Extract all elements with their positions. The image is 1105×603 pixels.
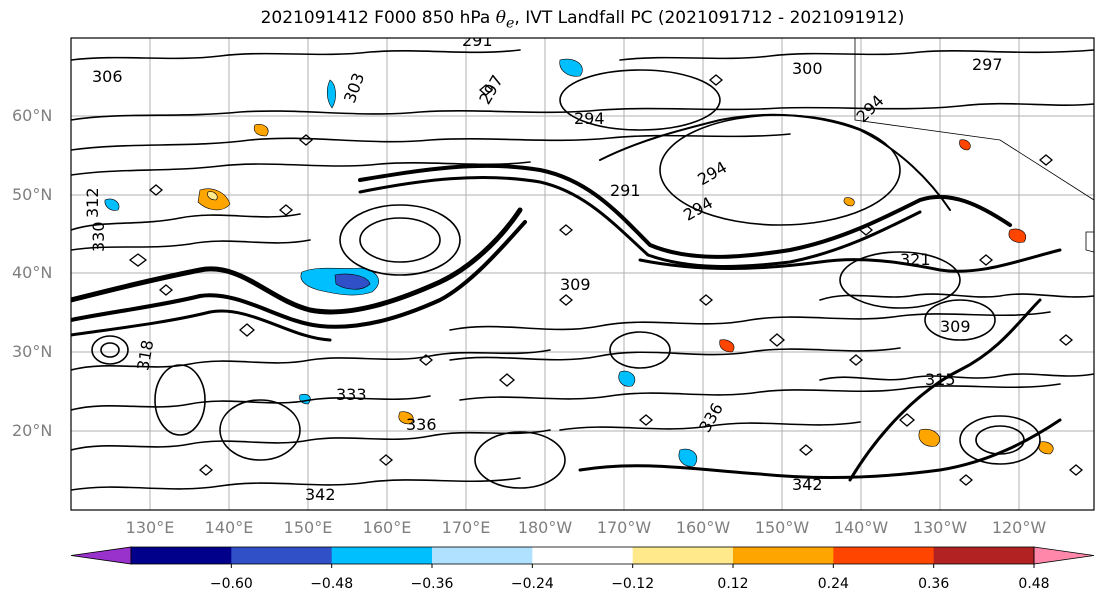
lon-label-140e: 140°E (204, 518, 254, 537)
map-title: 2021091412 F000 850 hPa θe, IVT Landfall… (0, 8, 1105, 31)
contour-label: 309 (560, 275, 591, 294)
ivt-shading (104, 58, 1054, 467)
colorbar-tick-label: 0.48 (1018, 576, 1050, 592)
lat-label-60n: 60°N (12, 106, 53, 125)
title-prefix: 2021091412 F000 850 hPa (260, 8, 496, 28)
theta-e-contours (71, 38, 1094, 491)
contour-label: 342 (305, 485, 336, 504)
contour-label: 294 (574, 109, 605, 128)
colorbar-tick-label: −0.48 (310, 576, 354, 592)
lat-label-50n: 50°N (12, 185, 53, 204)
lon-label-120w: 120°W (991, 518, 1047, 537)
lon-label-170w: 170°W (596, 518, 652, 537)
lon-label-160e: 160°E (362, 518, 412, 537)
colorbar-tick-label: −0.60 (209, 576, 253, 592)
lon-label-160w: 160°W (675, 518, 731, 537)
theta-symbol: θe (495, 8, 515, 32)
colorbar-tick-label: 0.12 (717, 576, 749, 592)
contour-label: 321 (900, 250, 931, 269)
lon-label-150e: 150°E (283, 518, 333, 537)
lon-label-150w: 150°W (754, 518, 810, 537)
contour-label: 342 (792, 475, 823, 494)
colorbar-tick-label: 0.36 (918, 576, 950, 592)
contour-label: 297 (972, 55, 1003, 74)
contour-label: 333 (336, 385, 367, 404)
title-suffix: , IVT Landfall PC (2021091712 - 20210919… (514, 8, 905, 28)
lon-label-140w: 140°W (833, 518, 889, 537)
contour-label: 291 (462, 31, 493, 50)
lon-label-130e: 130°E (125, 518, 175, 537)
map-frame (70, 37, 1095, 511)
colorbar-tick-label: −0.36 (410, 576, 454, 592)
contour-label: 336 (406, 415, 437, 434)
lat-label-20n: 20°N (12, 421, 53, 440)
contour-label: 300 (792, 59, 823, 78)
colorbar-tick-label: −0.24 (510, 576, 554, 592)
contour-label: 312 (83, 187, 102, 218)
lon-label-170e: 170°E (441, 518, 491, 537)
colorbar-tick-label: −0.12 (611, 576, 655, 592)
contour-label: 315 (925, 370, 956, 389)
contour-label: 309 (940, 317, 971, 336)
lat-label-30n: 30°N (12, 342, 53, 361)
lat-label-40n: 40°N (12, 263, 53, 282)
lon-label-180w: 180°W (517, 518, 573, 537)
contour-label: 306 (92, 67, 123, 86)
lon-label-130w: 130°W (912, 518, 968, 537)
contour-label: 291 (610, 181, 641, 200)
contour-label: 330 (89, 221, 108, 252)
colorbar-tick-label: 0.24 (817, 576, 849, 592)
